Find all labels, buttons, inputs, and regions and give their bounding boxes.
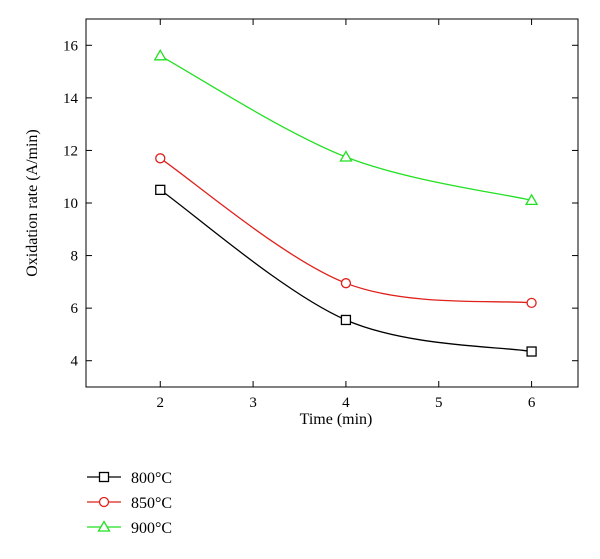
y-tick-label: 14 bbox=[63, 91, 79, 107]
y-tick-label: 8 bbox=[71, 249, 79, 265]
y-tick-label: 16 bbox=[63, 38, 79, 54]
legend-item: 800°C bbox=[87, 470, 172, 487]
legend-label: 900°C bbox=[131, 520, 172, 537]
y-tick-label: 4 bbox=[71, 354, 79, 370]
data-point-circle bbox=[526, 297, 537, 309]
data-point-triangle bbox=[524, 193, 539, 206]
data-point-square bbox=[340, 314, 352, 326]
y-tick-label: 10 bbox=[63, 196, 78, 212]
axis-tick-labels: 2 3 4 5 6 4 6 8 10 12 14 16 bbox=[63, 38, 536, 411]
legend-label: 850°C bbox=[131, 495, 172, 512]
series-triangle bbox=[153, 49, 539, 206]
legend-marker-square bbox=[98, 471, 110, 483]
data-point-circle bbox=[155, 153, 166, 164]
y-tick-label: 6 bbox=[71, 301, 79, 317]
legend-marker-circle bbox=[98, 496, 110, 508]
x-tick-label: 5 bbox=[435, 395, 443, 411]
data-point-square bbox=[155, 184, 166, 196]
plot-frame bbox=[85, 18, 579, 388]
x-axis-title: Time (min) bbox=[300, 411, 373, 428]
series-square bbox=[155, 184, 537, 357]
x-tick-label: 3 bbox=[249, 395, 257, 411]
y-axis-title: Oxidation rate (A/min) bbox=[24, 129, 41, 277]
data-point-triangle bbox=[339, 150, 353, 162]
data-point-circle bbox=[340, 278, 352, 289]
legend: 800°C 850°C 900°C bbox=[87, 470, 172, 537]
y-tick-label: 12 bbox=[63, 143, 78, 159]
x-tick-label: 2 bbox=[157, 395, 165, 411]
legend-item: 900°C bbox=[87, 520, 172, 537]
series-line bbox=[159, 55, 532, 202]
x-tick-label: 4 bbox=[342, 395, 350, 411]
legend-label: 800°C bbox=[131, 470, 172, 487]
data-point-square bbox=[526, 346, 537, 357]
series-circle bbox=[155, 153, 537, 309]
series-line bbox=[159, 189, 532, 353]
data-point-triangle bbox=[153, 49, 167, 61]
axis-ticks bbox=[86, 19, 578, 387]
x-tick-label: 6 bbox=[528, 395, 536, 411]
legend-marker-triangle bbox=[97, 520, 111, 532]
legend-item: 850°C bbox=[87, 495, 172, 512]
series-layer bbox=[153, 49, 539, 357]
